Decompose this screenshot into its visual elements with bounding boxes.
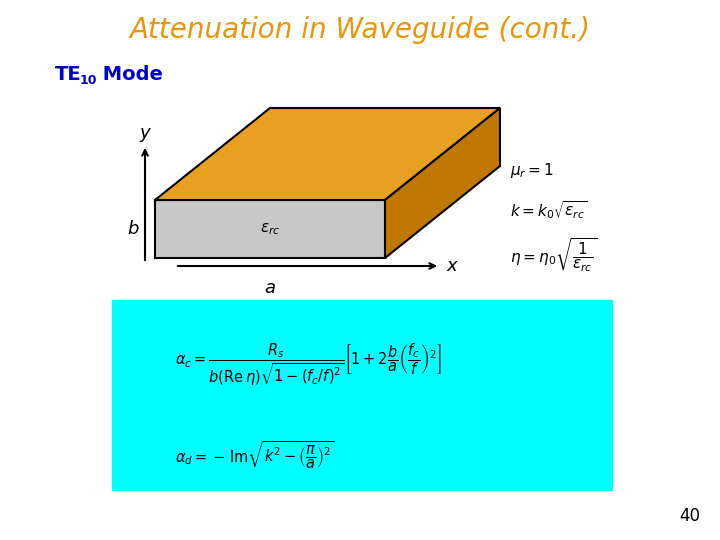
Text: b: b [127, 220, 139, 238]
Polygon shape [385, 108, 500, 258]
Polygon shape [155, 200, 385, 258]
Text: $\alpha_d = -\,\mathrm{Im}\sqrt{k^2 - \left(\dfrac{\pi}{a}\right)^2}$: $\alpha_d = -\,\mathrm{Im}\sqrt{k^2 - \l… [175, 440, 334, 470]
Text: $\varepsilon_{rc}$: $\varepsilon_{rc}$ [260, 221, 280, 237]
Text: 10: 10 [80, 73, 97, 86]
Polygon shape [155, 108, 500, 200]
Text: y: y [140, 124, 150, 142]
Text: $\alpha_c = \dfrac{R_s}{b(\mathrm{Re}\,\eta)\sqrt{1-(f_c/f)^2}}\left[1+2\dfrac{b: $\alpha_c = \dfrac{R_s}{b(\mathrm{Re}\,\… [175, 342, 442, 388]
Text: Attenuation in Waveguide (cont.): Attenuation in Waveguide (cont.) [130, 16, 590, 44]
Text: a: a [264, 279, 276, 297]
Text: Mode: Mode [96, 65, 163, 84]
Text: $k = k_0\sqrt{\varepsilon_{rc}}$: $k = k_0\sqrt{\varepsilon_{rc}}$ [510, 199, 588, 221]
Text: TE: TE [55, 65, 81, 84]
Bar [112, 300, 612, 490]
Text: x: x [446, 257, 457, 275]
Text: 40: 40 [679, 507, 700, 525]
Text: $\mu_r = 1$: $\mu_r = 1$ [510, 160, 554, 179]
Text: $\eta = \eta_0\sqrt{\dfrac{1}{\varepsilon_{rc}}}$: $\eta = \eta_0\sqrt{\dfrac{1}{\varepsilo… [510, 237, 597, 273]
